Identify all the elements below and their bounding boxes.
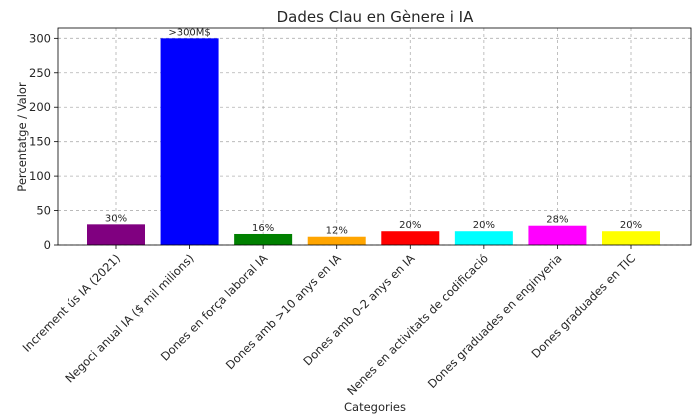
y-tick-label: 200	[29, 100, 51, 114]
bar	[234, 233, 293, 245]
y-tick-label: 100	[29, 169, 51, 183]
bar-data-label: 20%	[620, 220, 642, 231]
y-axis-label: Percentatge / Valor	[15, 82, 29, 192]
bar-data-label: >300M$	[168, 27, 210, 38]
y-tick-label: 250	[29, 66, 51, 80]
y-tick-label: 50	[36, 204, 51, 218]
bar	[602, 231, 660, 245]
x-tick-label: Nenes en activitats de codificació	[344, 251, 491, 398]
x-axis-label: Categories	[344, 400, 406, 414]
axes-layer	[54, 27, 692, 249]
bar-data-label: 20%	[399, 220, 421, 231]
bar	[160, 38, 219, 246]
grid-layer	[58, 28, 691, 246]
bar-data-label: 16%	[252, 223, 274, 234]
bar	[528, 225, 587, 245]
bar-data-label: 12%	[326, 226, 348, 237]
x-tick-label: Dones graduades en enginyeria	[425, 251, 565, 391]
bar	[454, 231, 513, 245]
chart-title: Dades Clau en Gènere i IA	[277, 8, 474, 26]
y-tick-label: 0	[44, 238, 51, 252]
bar	[87, 224, 145, 245]
y-tick-label: 300	[29, 31, 51, 45]
bar-data-label: 20%	[473, 220, 495, 231]
x-tick-label: Negoci anual IA ($ mil milions)	[62, 251, 196, 385]
bar	[307, 236, 366, 245]
y-tick-label: 150	[29, 135, 51, 149]
bars-layer	[87, 38, 660, 246]
plot-frame	[57, 27, 692, 246]
bar-data-label: 28%	[546, 215, 568, 226]
bar-data-label: 30%	[105, 213, 127, 224]
bar	[381, 231, 440, 245]
